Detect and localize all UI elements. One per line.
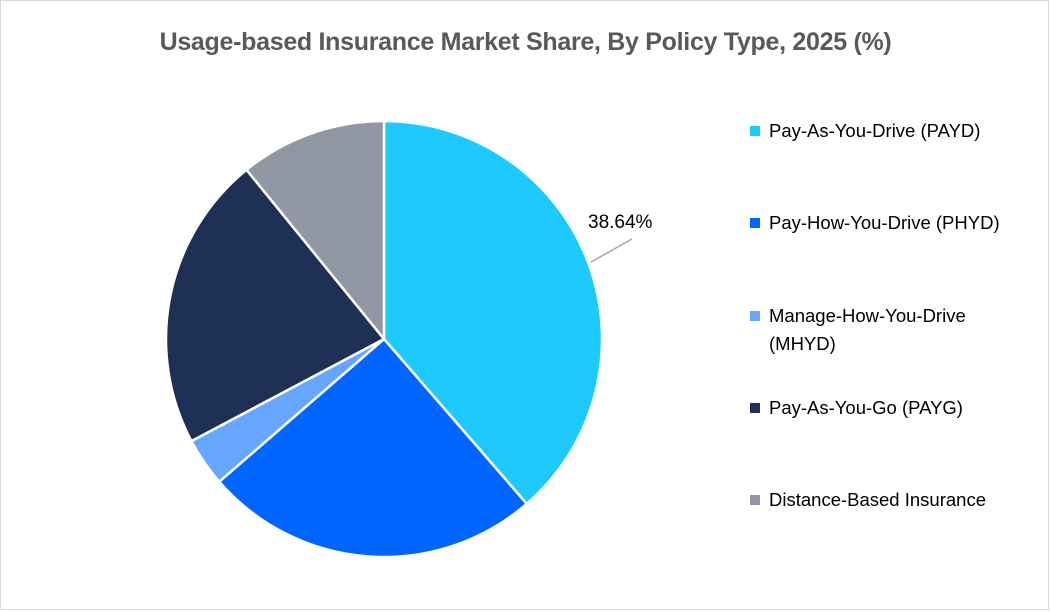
legend-label-mhyd: Manage-How-You-Drive (MHYD) [769,305,966,354]
legend-marker-phyd [750,218,760,228]
pie-slices [164,119,604,559]
data-label-payd: 38.64% [588,212,653,233]
pie-slice-distance-based[interactable] [245,119,386,341]
pie-slice-payg[interactable] [164,168,386,443]
chart-title: Usage-based Insurance Market Share, By P… [159,28,892,56]
legend-marker-distance-based [750,495,760,505]
pie-slice-phyd[interactable] [217,337,528,559]
legend-marker-payd [750,126,760,136]
legend-label-phyd: Pay-How-You-Drive (PHYD) [769,212,1000,233]
pie-slice-payd[interactable] [382,119,604,506]
legend-label-payg: Pay-As-You-Go (PAYG) [769,397,963,418]
legend-label-distance-based: Distance-Based Insurance [769,489,986,510]
legend-marker-mhyd [750,311,760,321]
legend-label-payd: Pay-As-You-Drive (PAYD) [769,120,981,141]
legend-marker-payg [750,403,760,413]
data-label-leader-line [590,238,633,263]
